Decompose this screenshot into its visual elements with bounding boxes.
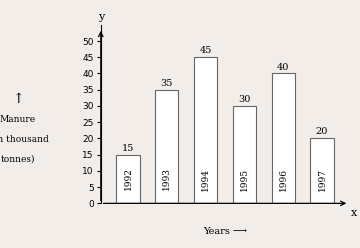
Bar <box>271 73 295 203</box>
Bar <box>233 106 256 203</box>
Text: 15: 15 <box>122 144 134 153</box>
Text: 20: 20 <box>316 127 328 136</box>
Bar <box>310 138 334 203</box>
Text: 40: 40 <box>277 62 289 72</box>
Text: 1992: 1992 <box>123 168 132 190</box>
Text: 1995: 1995 <box>240 167 249 190</box>
Text: 35: 35 <box>161 79 173 88</box>
Text: ↑: ↑ <box>12 92 24 106</box>
Text: 30: 30 <box>238 95 251 104</box>
Bar <box>155 90 179 203</box>
Text: tonnes): tonnes) <box>1 154 35 163</box>
Text: Manure: Manure <box>0 115 36 124</box>
Text: y: y <box>98 12 104 22</box>
Bar <box>194 57 217 203</box>
Text: 45: 45 <box>199 46 212 55</box>
Text: 1996: 1996 <box>279 167 288 190</box>
Text: 1993: 1993 <box>162 168 171 190</box>
Text: x: x <box>351 208 357 218</box>
Text: 1997: 1997 <box>318 167 327 190</box>
Bar <box>116 155 140 203</box>
Text: ( in thousand: ( in thousand <box>0 134 48 143</box>
Text: Years ⟶: Years ⟶ <box>203 227 247 236</box>
Text: 1994: 1994 <box>201 167 210 190</box>
